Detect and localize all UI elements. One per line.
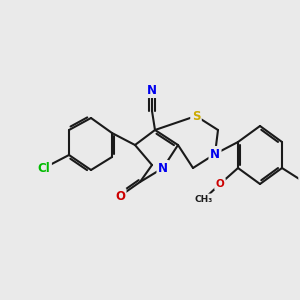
Text: N: N: [210, 148, 220, 160]
Text: S: S: [192, 110, 200, 122]
Text: CH₃: CH₃: [195, 194, 213, 203]
Text: O: O: [115, 190, 125, 202]
Text: N: N: [158, 161, 168, 175]
Text: N: N: [147, 83, 157, 97]
Text: O: O: [216, 179, 224, 189]
Text: Cl: Cl: [38, 161, 50, 175]
